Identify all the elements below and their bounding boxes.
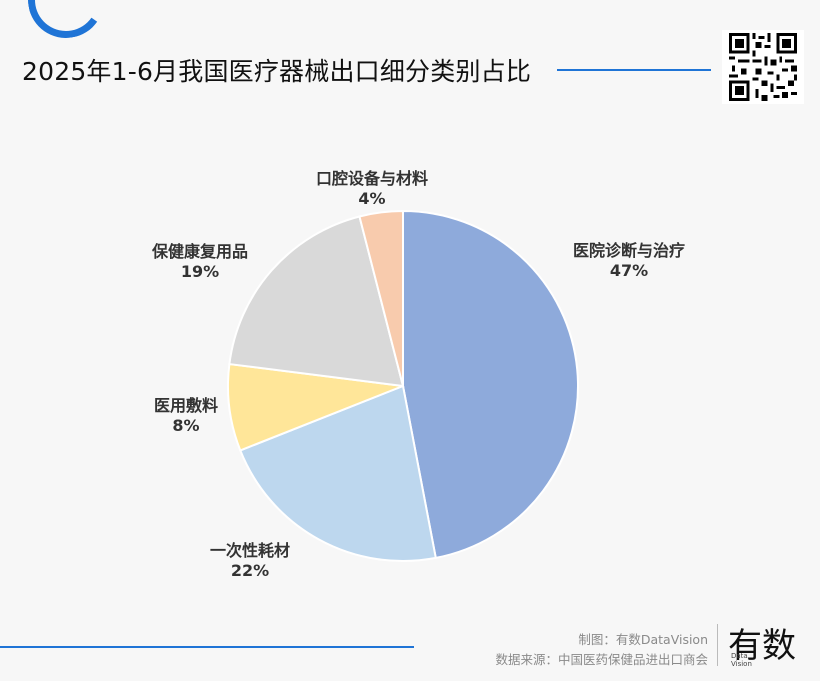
slice-name-label-1: 一次性耗材 (210, 541, 290, 560)
pie-slice-1 (238, 384, 437, 562)
slice-name-label-0: 医院诊断与治疗 (573, 241, 685, 260)
pie-slice-0 (402, 209, 579, 560)
slice-value-label-2: 8% (172, 416, 199, 435)
brand-subtitle: Data Vision (731, 652, 752, 668)
source-credit: 数据来源：中国医药保健品进出口商会 (495, 652, 708, 667)
slice-value-label-3: 19% (181, 262, 219, 281)
brand-logo: 有数 (728, 626, 796, 666)
maker-credit: 制图：有数DataVision (578, 632, 708, 647)
slice-value-label-0: 47% (610, 261, 648, 280)
slice-value-label-1: 22% (231, 561, 269, 580)
title-underline (557, 69, 711, 71)
slice-name-label-3: 保健康复用品 (151, 242, 248, 261)
slice-value-label-4: 4% (358, 189, 385, 208)
qr-code-icon (722, 30, 804, 104)
slice-name-label-4: 口腔设备与材料 (316, 169, 428, 188)
brand-sub-data: Data (731, 652, 748, 660)
pie-slice-4 (358, 209, 404, 387)
brand-separator (717, 624, 718, 666)
brand-sub-vision: Vision (731, 660, 752, 668)
slice-name-label-2: 医用敷料 (154, 396, 218, 415)
credits: 制图：有数DataVision 数据来源：中国医药保健品进出口商会 (495, 630, 708, 670)
pie-slice-3 (228, 215, 405, 388)
footer-line (0, 646, 414, 648)
chart-title: 2025年1-6月我国医疗器械出口细分类别占比 (22, 57, 532, 86)
